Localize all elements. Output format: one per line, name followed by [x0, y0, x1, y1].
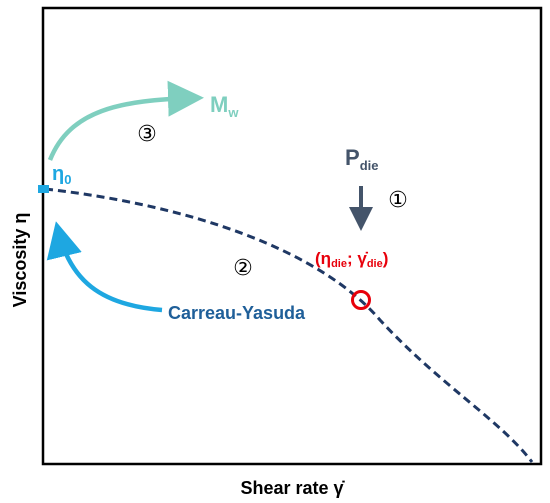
carreau-yasuda-arrow — [46, 221, 163, 313]
y-axis-label: Viscosity η — [10, 213, 30, 308]
eta0-marker — [38, 185, 49, 193]
plot-frame — [41, 6, 543, 466]
mw-label: Mw — [210, 92, 239, 120]
viscosity-curve — [44, 187, 534, 463]
x-axis-label: Shear rate γ̇ — [240, 478, 345, 498]
eta0-label: η0 — [52, 163, 71, 187]
pdie-label: Pdie — [345, 145, 378, 173]
die-point-label: (ηdie; γ̇die) — [315, 249, 388, 270]
model-label: Carreau-Yasuda — [168, 303, 306, 323]
step-3-marker: ③ — [137, 122, 157, 147]
step-1-marker: ① — [388, 188, 408, 213]
die-point-marker — [351, 290, 371, 310]
step-2-marker: ② — [233, 256, 253, 281]
mw-arrow — [47, 80, 204, 161]
